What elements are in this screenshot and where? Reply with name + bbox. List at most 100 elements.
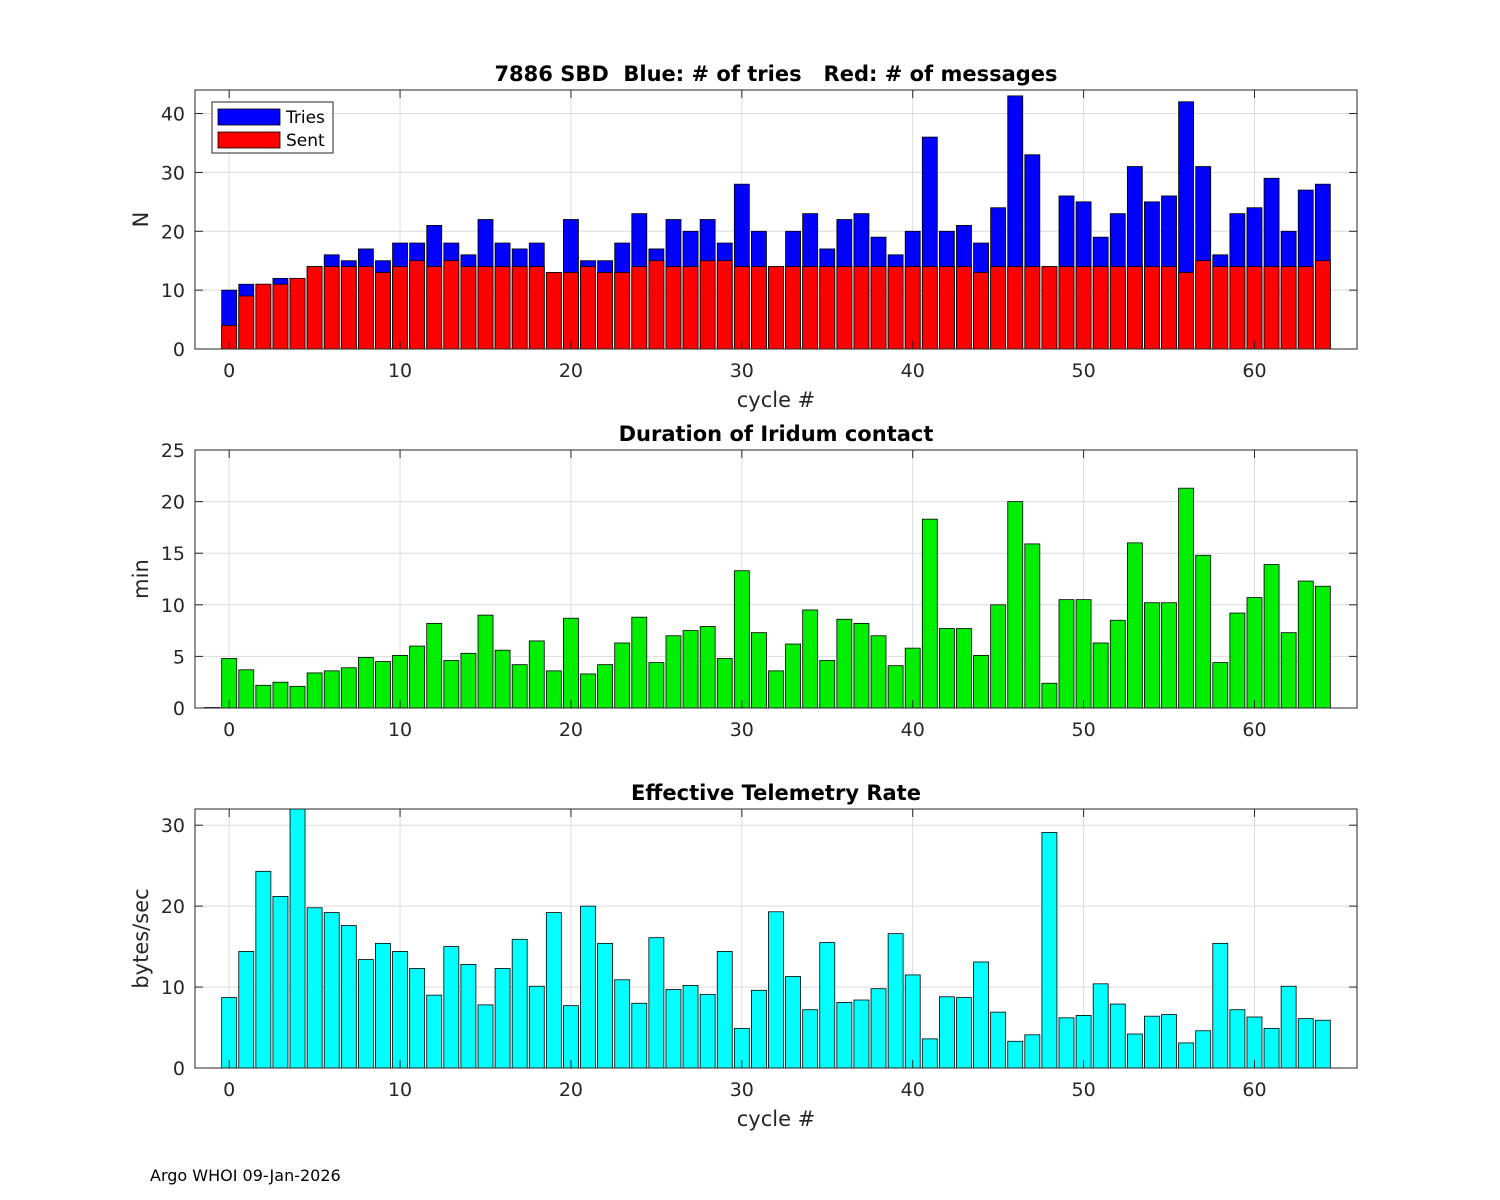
y-axis-label: bytes/sec xyxy=(129,888,153,988)
bar-rate-36 xyxy=(836,1002,853,1069)
bar-duration-38 xyxy=(870,635,887,709)
bar-sent-30 xyxy=(733,266,750,350)
bar-rate-32 xyxy=(768,911,784,1069)
bar-duration-42 xyxy=(938,628,955,709)
bar-duration-7 xyxy=(340,667,357,709)
bar-sent-48 xyxy=(1041,266,1058,350)
bar-duration-5 xyxy=(306,672,323,709)
legend-swatch-sent xyxy=(217,131,281,149)
bar-rate-43 xyxy=(956,997,972,1069)
x-tick-label: 30 xyxy=(730,719,754,741)
x-tick-label: 60 xyxy=(1242,719,1266,741)
bar-duration-17 xyxy=(511,664,528,709)
bar-sent-37 xyxy=(853,266,870,350)
bar-duration-58 xyxy=(1212,662,1229,709)
bar-rate-52 xyxy=(1109,1003,1126,1069)
y-tick-label: 10 xyxy=(161,280,185,302)
x-tick-label: 60 xyxy=(1242,360,1266,382)
bar-duration-57 xyxy=(1195,554,1212,709)
bar-sent-25 xyxy=(648,260,665,350)
bar-rate-27 xyxy=(682,985,699,1069)
bar-duration-50 xyxy=(1075,599,1092,709)
axes-frame xyxy=(194,449,1358,709)
bar-duration-21 xyxy=(580,673,596,709)
bar-rate-40 xyxy=(904,974,921,1069)
chart-title: Duration of Iridum contact xyxy=(619,422,934,446)
bar-sent-40 xyxy=(904,266,921,350)
bar-rate-57 xyxy=(1195,1030,1212,1069)
bar-duration-31 xyxy=(751,632,767,709)
bar-duration-40 xyxy=(904,647,921,709)
y-tick-label: 0 xyxy=(173,1058,185,1080)
bar-sent-18 xyxy=(528,266,545,350)
bar-rate-5 xyxy=(306,907,323,1069)
bar-rate-0 xyxy=(221,997,238,1069)
bar-sent-24 xyxy=(631,266,648,350)
bar-duration-3 xyxy=(272,681,289,709)
bar-duration-16 xyxy=(494,649,511,709)
bar-duration-33 xyxy=(785,643,801,709)
bar-rate-6 xyxy=(323,912,340,1069)
bar-sent-26 xyxy=(665,266,682,350)
bar-duration-49 xyxy=(1058,599,1075,709)
y-tick-label: 5 xyxy=(173,646,185,668)
bar-sent-64 xyxy=(1314,260,1331,350)
bar-rate-62 xyxy=(1280,985,1297,1069)
bar-rate-19 xyxy=(545,912,562,1069)
bar-rate-47 xyxy=(1024,1034,1041,1069)
bar-rate-23 xyxy=(614,979,631,1069)
bar-duration-23 xyxy=(614,642,631,709)
bar-rate-21 xyxy=(580,905,596,1069)
x-tick-label: 60 xyxy=(1242,1079,1266,1101)
bar-duration-1 xyxy=(238,669,255,709)
bar-sent-39 xyxy=(887,266,904,350)
bar-duration-20 xyxy=(563,617,579,709)
y-tick-label: 10 xyxy=(161,595,185,617)
bar-sent-22 xyxy=(597,272,614,350)
bar-duration-8 xyxy=(357,657,374,709)
bar-duration-26 xyxy=(665,635,682,709)
bar-duration-32 xyxy=(768,670,784,709)
bar-sent-6 xyxy=(323,266,340,350)
chart-2: 0 10 20 30 40 50 60 0 5 10 15 20 25 Duration of Iridu… xyxy=(129,422,1358,741)
y-tick-label: 30 xyxy=(161,815,185,837)
x-tick-label: 0 xyxy=(223,360,235,382)
bar-sent-35 xyxy=(819,266,836,350)
bar-duration-48 xyxy=(1041,682,1058,709)
y-tick-label: 40 xyxy=(161,104,185,126)
bar-sent-34 xyxy=(802,266,819,350)
x-tick-label: 30 xyxy=(730,360,754,382)
bar-rate-55 xyxy=(1161,1014,1177,1069)
bar-sent-36 xyxy=(836,266,853,350)
y-tick-label: 15 xyxy=(161,543,185,565)
y-tick-label: 20 xyxy=(161,221,185,243)
bar-sent-3 xyxy=(272,283,289,350)
bar-sent-51 xyxy=(1092,266,1109,350)
axes-frame xyxy=(194,89,1358,350)
bar-duration-64 xyxy=(1314,585,1331,709)
bar-duration-14 xyxy=(460,652,477,709)
y-tick-label: 0 xyxy=(173,698,185,720)
bar-sent-42 xyxy=(938,266,955,350)
bar-sent-10 xyxy=(392,266,408,350)
bar-duration-29 xyxy=(716,658,733,709)
bar-rate-28 xyxy=(699,993,716,1069)
legend-swatch-tries xyxy=(217,108,281,126)
bar-sent-61 xyxy=(1263,266,1280,350)
x-tick-label: 50 xyxy=(1071,719,1095,741)
bar-sent-29 xyxy=(716,260,733,350)
y-tick-label: 10 xyxy=(161,977,185,999)
bar-rate-14 xyxy=(460,964,477,1069)
bar-sent-44 xyxy=(973,272,989,350)
bar-sent-59 xyxy=(1229,266,1246,350)
axes-frame xyxy=(194,808,1358,1069)
chart-1: 0 10 20 30 40 50 60 0 10 20 30 40 7886 SBD Blue: # o… xyxy=(129,62,1358,412)
legend-label-sent: Sent xyxy=(286,131,325,151)
bar-sent-54 xyxy=(1144,266,1160,350)
bar-duration-25 xyxy=(648,662,665,709)
bar-duration-15 xyxy=(477,614,494,709)
bar-rate-37 xyxy=(853,999,870,1069)
bar-sent-47 xyxy=(1024,266,1041,350)
bar-sent-58 xyxy=(1212,266,1229,350)
bar-duration-11 xyxy=(409,645,426,709)
